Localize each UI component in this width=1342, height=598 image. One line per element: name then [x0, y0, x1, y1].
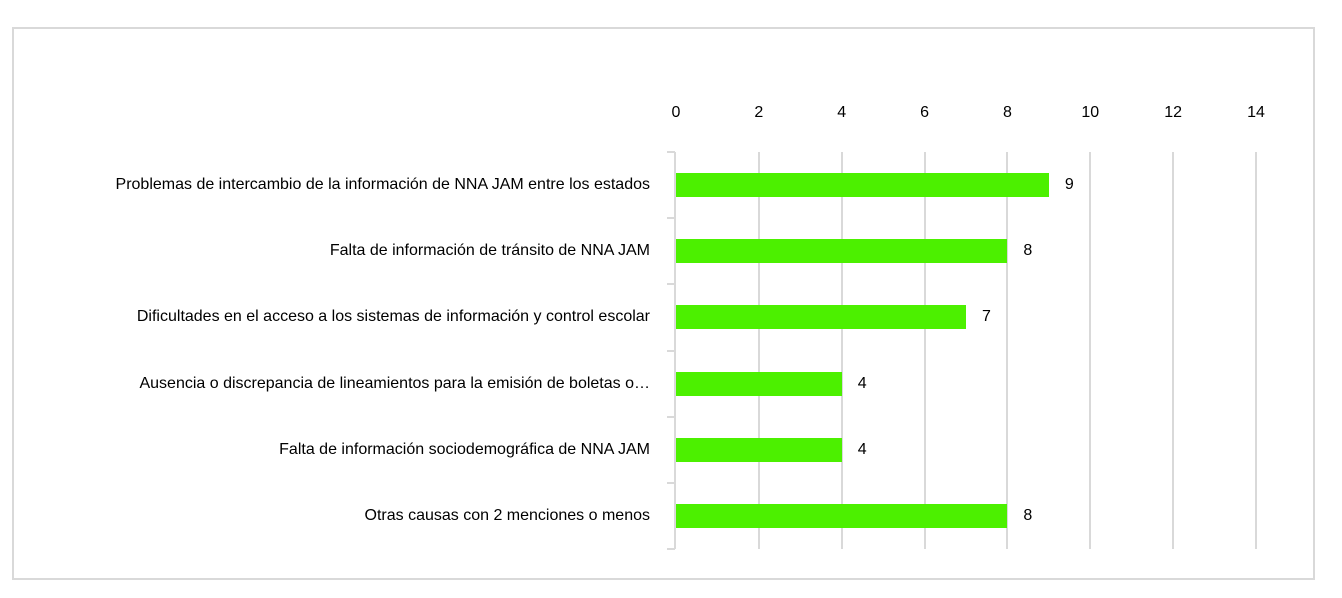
category-label: Ausencia o discrepancia de lineamientos … [139, 374, 650, 392]
bar-value-label: 8 [1023, 506, 1033, 524]
category-axis-tick [667, 481, 675, 484]
bar-value-label: 4 [857, 374, 867, 392]
category-axis-tick [667, 415, 675, 418]
x-axis-tick-label: 8 [1002, 104, 1012, 121]
x-axis-tick-label: 2 [754, 104, 764, 121]
gridline [1255, 152, 1257, 549]
gridline [1089, 152, 1092, 549]
bar [676, 437, 842, 462]
bar-value-label: 8 [1023, 242, 1033, 260]
category-label: Problemas de intercambio de la informaci… [115, 176, 650, 194]
gridline [1006, 152, 1009, 549]
category-axis-tick [667, 283, 675, 286]
chart-frame [12, 27, 1315, 580]
gridline [840, 152, 843, 549]
bar-value-label: 4 [857, 440, 867, 458]
bar [676, 371, 842, 396]
bar [676, 305, 966, 330]
category-label: Otras causas con 2 menciones o menos [364, 506, 650, 524]
bar [676, 503, 1008, 528]
category-label: Dificultades en el acceso a los sistemas… [136, 308, 650, 326]
category-axis-line [674, 152, 676, 549]
category-axis-tick [667, 349, 675, 352]
gridline [923, 152, 926, 549]
x-axis-tick-label: 10 [1081, 104, 1100, 121]
x-axis-tick-label: 4 [837, 104, 847, 121]
category-label: Falta de información sociodemográfica de… [279, 440, 650, 458]
bar-value-label: 7 [982, 308, 991, 326]
x-axis-tick-label: 14 [1247, 104, 1265, 121]
gridline [757, 152, 760, 549]
x-axis-tick-label: 12 [1164, 104, 1183, 121]
bar-value-label: 9 [1064, 176, 1074, 194]
category-axis-tick [667, 217, 675, 220]
bar [676, 239, 1008, 264]
x-axis-tick-label: 6 [920, 104, 930, 121]
category-axis-tick [667, 548, 675, 550]
bar [676, 173, 1049, 198]
category-axis-tick [667, 151, 675, 153]
category-label: Falta de información de tránsito de NNA … [329, 242, 650, 260]
gridline [1172, 152, 1175, 549]
x-axis-tick-label: 0 [671, 104, 681, 121]
